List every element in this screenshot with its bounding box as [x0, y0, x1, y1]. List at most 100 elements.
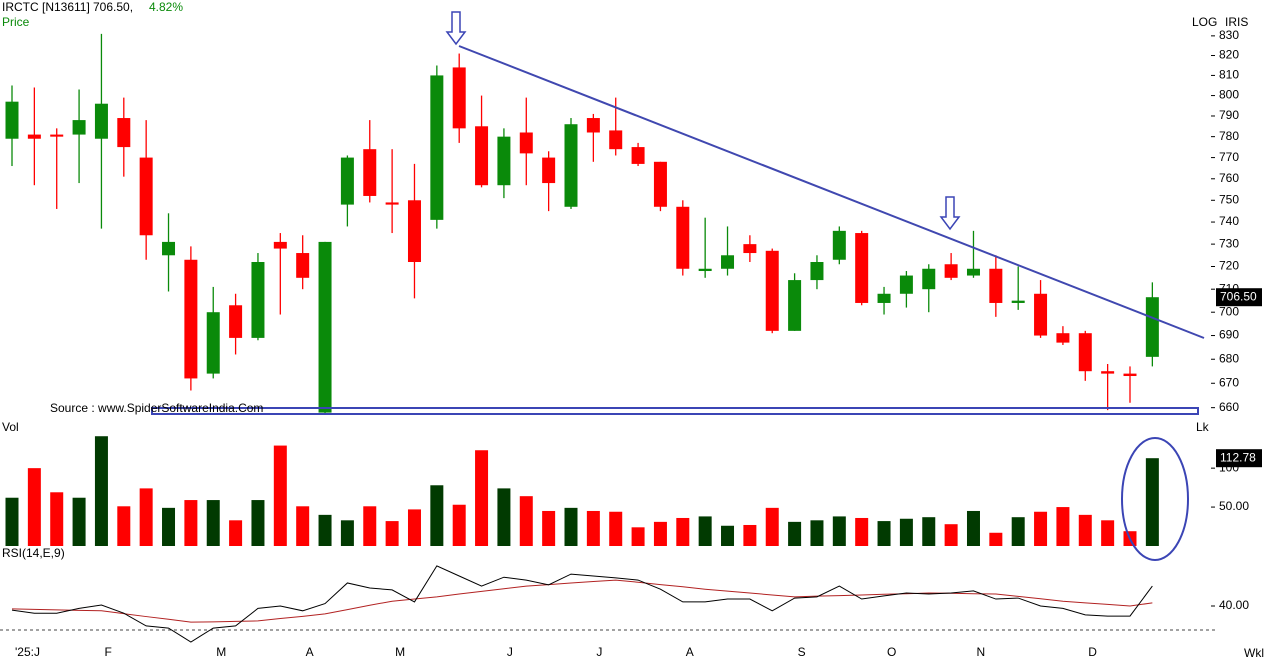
candle-body	[139, 157, 153, 236]
candle-body	[1078, 333, 1092, 372]
rsi-line	[11, 579, 1153, 623]
candle-body	[229, 305, 243, 338]
candle-body	[318, 241, 332, 413]
candle-body	[1101, 371, 1115, 374]
candle-body	[944, 264, 958, 278]
candle-body	[765, 250, 779, 331]
candle-body	[5, 101, 19, 139]
y-tick-label: 660	[1219, 400, 1239, 414]
candle-body	[1056, 333, 1070, 343]
volume-bar	[810, 520, 824, 546]
price-title: Price	[2, 15, 30, 29]
volume-bar	[832, 516, 846, 546]
y-tick-label: 50.00	[1219, 499, 1249, 513]
volume-bar	[765, 507, 779, 546]
volume-bar	[94, 436, 108, 546]
candle-body	[832, 230, 846, 260]
candle-body	[653, 161, 667, 207]
candle-body	[184, 259, 198, 379]
volume-bar	[229, 520, 243, 546]
candle-body	[519, 132, 533, 154]
volume-bar	[743, 524, 757, 546]
period-label: Wkl	[1244, 646, 1264, 660]
candle-body	[542, 157, 556, 184]
volume-bar	[698, 516, 712, 546]
volume-bar	[944, 524, 958, 546]
volume-bar	[877, 521, 891, 546]
x-tick-label: O	[887, 645, 896, 659]
candle-body	[743, 244, 757, 254]
volume-bar	[922, 517, 936, 546]
arrow	[939, 196, 961, 231]
candle-body	[497, 136, 511, 186]
y-tick-label: 680	[1219, 351, 1239, 365]
volume-bar	[251, 500, 265, 546]
candle-body	[855, 233, 869, 303]
last-value-box	[1216, 449, 1262, 468]
candle-body	[1034, 293, 1048, 336]
volume-bar	[966, 510, 980, 546]
candle-body	[989, 268, 1003, 303]
lk-label: Lk	[1196, 420, 1210, 434]
candle-body	[430, 75, 444, 220]
candle-body	[609, 130, 623, 150]
last-value-box	[1216, 288, 1262, 307]
y-tick-label: 790	[1219, 108, 1239, 122]
x-tick-label: '25:J	[15, 645, 40, 659]
tool-label: IRIS	[1225, 15, 1248, 29]
x-tick-label: S	[798, 645, 806, 659]
volume-bar	[407, 509, 421, 546]
y-tick-label: 740	[1219, 214, 1239, 228]
candle-body	[899, 275, 913, 294]
last-value-label: 112.78	[1220, 450, 1256, 464]
candle-body	[1011, 300, 1025, 303]
candle-body	[721, 255, 735, 269]
candle-body	[564, 124, 578, 207]
y-tick-label: 750	[1219, 192, 1239, 206]
volume-bar	[788, 521, 802, 546]
trend-line	[458, 45, 1205, 339]
volume-bar	[1034, 511, 1048, 546]
volume-bar	[653, 521, 667, 546]
candle-body	[631, 147, 645, 164]
volume-bar	[72, 497, 86, 546]
volume-title: Vol	[2, 420, 19, 434]
candle-body	[340, 157, 354, 205]
x-tick-label: F	[104, 645, 111, 659]
rsi-title: RSI(14,E,9)	[2, 546, 65, 560]
volume-bar	[542, 510, 556, 546]
volume-bar	[139, 488, 153, 546]
volume-bar	[475, 450, 489, 546]
support-zone	[151, 407, 1199, 415]
x-tick-label: M	[395, 645, 405, 659]
y-tick-label: 670	[1219, 375, 1239, 389]
x-tick-label: M	[216, 645, 226, 659]
candle-body	[1123, 373, 1137, 377]
candle-body	[810, 262, 824, 281]
candle-body	[50, 134, 64, 137]
candle-body	[251, 262, 265, 338]
x-tick-label: A	[686, 645, 694, 659]
volume-bar	[363, 506, 377, 546]
candle-body	[117, 118, 131, 148]
volume-bar	[430, 485, 444, 546]
volume-bar	[586, 510, 600, 546]
y-tick-label: 800	[1219, 88, 1239, 102]
plot-area: 6606706806907007107207307407507607707807…	[0, 28, 1262, 659]
volume-bar	[340, 520, 354, 546]
volume-bar	[721, 525, 735, 546]
highlight-ellipse	[1121, 437, 1189, 561]
volume-bar	[452, 504, 466, 546]
candle-body	[72, 120, 86, 135]
candle-body	[27, 134, 41, 139]
rsi-line	[11, 565, 1153, 643]
y-tick-label: 770	[1219, 150, 1239, 164]
candle-body	[698, 268, 712, 272]
volume-bar	[27, 468, 41, 546]
volume-bar	[5, 497, 19, 546]
volume-bar	[1056, 507, 1070, 546]
volume-bar	[318, 514, 332, 546]
y-tick-label: 760	[1219, 171, 1239, 185]
volume-bar	[117, 506, 131, 546]
